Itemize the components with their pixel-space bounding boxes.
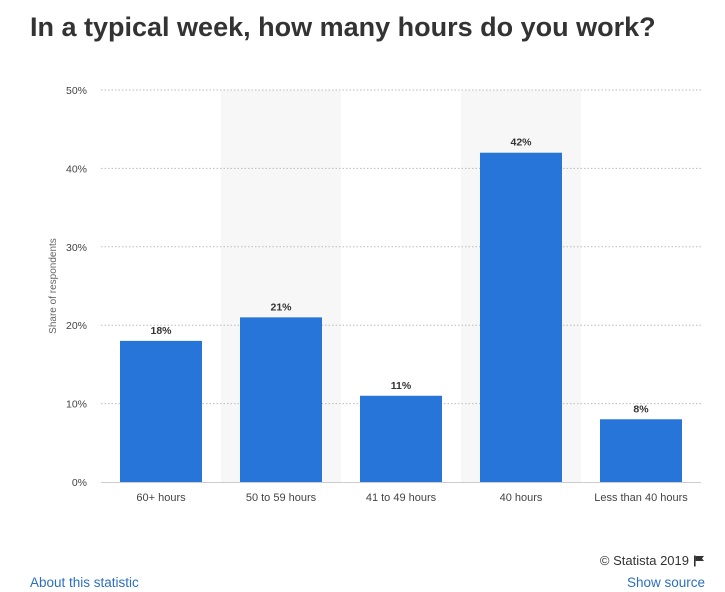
chart-title: In a typical week, how many hours do you… [30, 12, 656, 42]
bar [360, 395, 442, 482]
bar [480, 152, 562, 482]
bar [120, 340, 202, 482]
x-tick-label: 40 hours [500, 492, 543, 504]
x-tick-label: 41 to 49 hours [366, 492, 437, 504]
x-tick-label: 60+ hours [136, 492, 186, 504]
y-tick-label: 0% [72, 477, 87, 489]
about-statistic-link[interactable]: About this statistic [30, 575, 139, 590]
y-tick-label: 30% [66, 242, 87, 254]
credit-text: © Statista 2019 [599, 553, 689, 568]
data-label: 42% [510, 137, 532, 149]
data-label: 8% [633, 403, 649, 415]
y-tick-label: 20% [66, 320, 87, 332]
data-label: 18% [150, 325, 172, 337]
flag-icon[interactable] [693, 555, 705, 567]
y-axis-title: Share of respondents [48, 238, 59, 334]
show-source-link[interactable]: Show source [626, 575, 705, 590]
bar [600, 419, 682, 482]
x-tick-label: 50 to 59 hours [246, 492, 317, 504]
y-tick-label: 10% [66, 399, 87, 411]
data-label: 21% [270, 301, 292, 313]
data-label: 11% [391, 380, 412, 392]
bar [240, 317, 322, 482]
y-tick-label: 40% [66, 163, 87, 175]
statista-credit: © Statista 2019 [600, 553, 705, 568]
x-tick-label: Less than 40 hours [594, 492, 688, 504]
y-tick-label: 50% [66, 85, 87, 97]
bar-chart: 0% 10% 20% 30% 40% 50% Share of respondents 18%… [48, 85, 701, 504]
